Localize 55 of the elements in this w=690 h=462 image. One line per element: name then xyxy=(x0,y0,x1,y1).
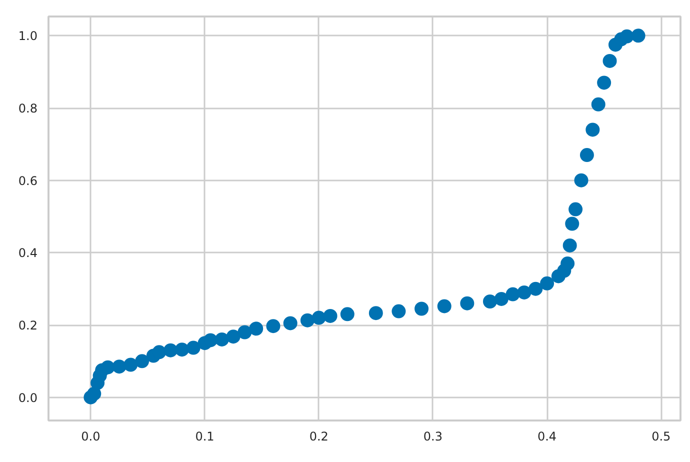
point xyxy=(562,238,577,252)
point xyxy=(214,332,229,346)
point xyxy=(100,360,115,374)
point xyxy=(602,54,617,68)
point xyxy=(323,308,338,323)
point xyxy=(203,333,218,348)
point xyxy=(112,360,126,374)
point xyxy=(186,340,200,355)
point xyxy=(283,316,298,330)
point xyxy=(238,325,252,340)
y-tick-label: 0.8 xyxy=(18,102,38,116)
point xyxy=(517,285,532,300)
point xyxy=(249,322,264,336)
point xyxy=(568,202,583,216)
point xyxy=(437,299,452,314)
x-tick-label: 0.3 xyxy=(423,430,442,444)
point xyxy=(414,302,429,316)
x-tick-label: 0.5 xyxy=(652,430,671,444)
y-tick-label: 1.0 xyxy=(18,29,38,44)
point xyxy=(540,276,554,290)
point xyxy=(597,76,612,90)
point xyxy=(392,304,406,318)
point xyxy=(87,386,102,401)
y-tick-label: 0.2 xyxy=(18,318,38,333)
point xyxy=(300,313,314,328)
x-tick-label: 0.2 xyxy=(309,430,328,444)
y-tick-label: 0.6 xyxy=(18,174,38,188)
point xyxy=(368,306,383,320)
point xyxy=(266,319,280,334)
y-tick-label: 0.4 xyxy=(18,246,38,260)
point xyxy=(164,343,178,358)
point xyxy=(586,122,600,137)
point xyxy=(560,256,575,271)
point xyxy=(174,342,189,357)
point xyxy=(460,296,474,310)
point xyxy=(152,345,166,360)
y-tick-label: 0.0 xyxy=(18,390,38,405)
x-tick-label: 0.1 xyxy=(195,430,214,444)
point xyxy=(135,354,150,368)
point xyxy=(226,330,240,344)
point xyxy=(620,29,634,44)
point xyxy=(494,292,508,306)
point xyxy=(340,307,354,322)
point xyxy=(631,28,646,43)
point xyxy=(312,310,326,325)
point xyxy=(482,294,497,308)
point xyxy=(124,358,138,372)
point xyxy=(565,216,580,231)
point xyxy=(574,173,588,188)
x-tick-label: 0.0 xyxy=(81,430,100,444)
point xyxy=(506,287,520,302)
point xyxy=(528,282,543,296)
x-tick-label: 0.4 xyxy=(537,430,557,444)
point xyxy=(591,97,606,112)
point xyxy=(580,148,594,162)
